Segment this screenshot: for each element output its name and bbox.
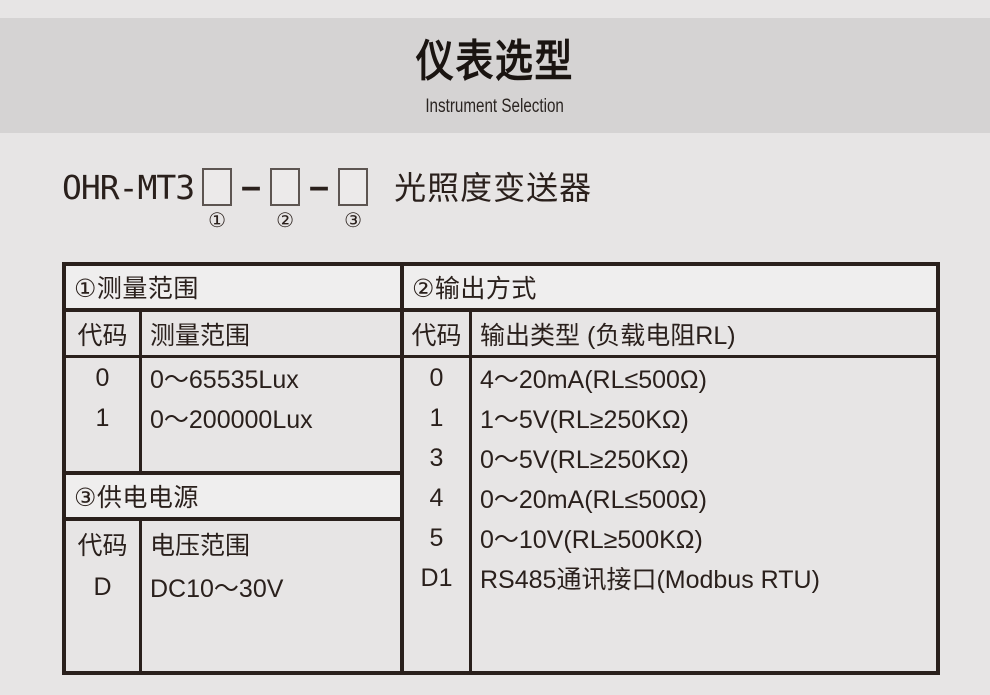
page-title: 仪表选型 [415, 37, 575, 86]
specification-table: ①测量范围 代码 0 1 测量范围 0～65535Lux 0～200000Lux… [62, 262, 940, 675]
value-column-filler [142, 607, 400, 671]
section-title-output-mode: ②输出方式 [404, 266, 936, 312]
output-mode-code-column: 代码 0 1 3 4 5 D1 [404, 312, 472, 671]
page-header-banner: 仪表选型 Instrument Selection [0, 18, 990, 133]
section-divider [66, 471, 400, 475]
table-cell-code: 1 [95, 403, 110, 432]
model-separator-1: − [241, 168, 262, 207]
table-cell-code: D [93, 572, 112, 601]
power-supply-grid: 代码 D 电压范围 DC10～30V [66, 521, 400, 671]
table-cell-output-type: 4～20mA(RL≤500Ω) [480, 366, 707, 394]
model-slot-1-marker: ① [208, 210, 227, 232]
table-cell-code: 0 [95, 363, 110, 392]
table-cell-code: D1 [420, 563, 453, 592]
table-cell-output-type: 0～5V(RL≥250KΩ) [480, 446, 689, 474]
table-cell-output-type: RS485通讯接口(Modbus RTU) [480, 566, 820, 594]
table-cell-code: 1 [429, 403, 444, 432]
table-cell-voltage: DC10～30V [150, 575, 284, 603]
power-supply-code-column: 代码 D [66, 521, 142, 671]
table-cell-code: 4 [429, 483, 444, 512]
column-header-voltage: 电压范围 [150, 532, 251, 560]
column-header-output-type: 输出类型 (负载电阻RL) [472, 312, 936, 358]
table-cell-output-type: 0～20mA(RL≤500Ω) [480, 486, 707, 514]
measuring-range-value-column: 测量范围 0～65535Lux 0～200000Lux [142, 312, 400, 471]
value-column-filler [142, 438, 400, 471]
model-separator-2: − [309, 168, 330, 207]
section-power-supply: ③供电电源 代码 D 电压范围 DC10～30V [66, 475, 400, 671]
output-mode-value-column: 输出类型 (负载电阻RL) 4～20mA(RL≤500Ω) 1～5V(RL≥25… [472, 312, 936, 671]
model-slot-2-marker: ② [276, 210, 295, 232]
model-slot-1: ① [198, 168, 236, 231]
model-slot-2-box[interactable] [270, 168, 301, 206]
table-cell-output-type: 1～5V(RL≥250KΩ) [480, 406, 689, 434]
code-column-filler [66, 438, 139, 471]
section-measuring-range: ①测量范围 代码 0 1 测量范围 0～65535Lux 0～200000Lux [66, 266, 400, 471]
code-column-filler [66, 607, 139, 671]
table-cell-code: 0 [429, 363, 444, 392]
model-slot-3-marker: ③ [344, 210, 363, 232]
model-product-name: 光照度变送器 [394, 170, 593, 206]
table-cell-range: 0～200000Lux [150, 406, 313, 434]
output-mode-grid: 代码 0 1 3 4 5 D1 输出类型 (负载电阻RL) 4～20mA(RL≤… [404, 312, 936, 671]
table-cell-output-type: 0～10V(RL≥500KΩ) [480, 526, 703, 554]
left-column: ①测量范围 代码 0 1 测量范围 0～65535Lux 0～200000Lux… [66, 266, 404, 671]
column-header-code: 代码 [404, 312, 469, 358]
power-supply-value-column: 电压范围 DC10～30V [142, 521, 400, 671]
model-slot-3: ③ [334, 168, 372, 231]
table-cell-code: 5 [429, 523, 444, 552]
value-column-filler [472, 598, 936, 671]
column-header-code: 代码 [66, 312, 139, 358]
model-slot-3-box[interactable] [338, 168, 369, 206]
model-slot-1-box[interactable] [202, 168, 233, 206]
measuring-range-grid: 代码 0 1 测量范围 0～65535Lux 0～200000Lux [66, 312, 400, 471]
table-cell-range: 0～65535Lux [150, 366, 299, 394]
model-slot-2: ② [266, 168, 304, 231]
column-header-range: 测量范围 [142, 312, 400, 358]
section-title-measuring-range: ①测量范围 [66, 266, 400, 312]
section-title-power-supply: ③供电电源 [66, 475, 400, 521]
model-code-line: OHR-MT3 ① − ② − ③ 光照度变送器 [62, 168, 592, 238]
section-output-mode: ②输出方式 代码 0 1 3 4 5 D1 输出类型 (负载电阻RL) 4～20… [404, 266, 936, 671]
table-cell-code: 3 [429, 443, 444, 472]
measuring-range-code-column: 代码 0 1 [66, 312, 142, 471]
code-column-filler [404, 598, 469, 671]
column-header-code: 代码 [77, 532, 128, 560]
page-subtitle: Instrument Selection [425, 96, 565, 117]
model-prefix: OHR-MT3 [62, 168, 195, 207]
